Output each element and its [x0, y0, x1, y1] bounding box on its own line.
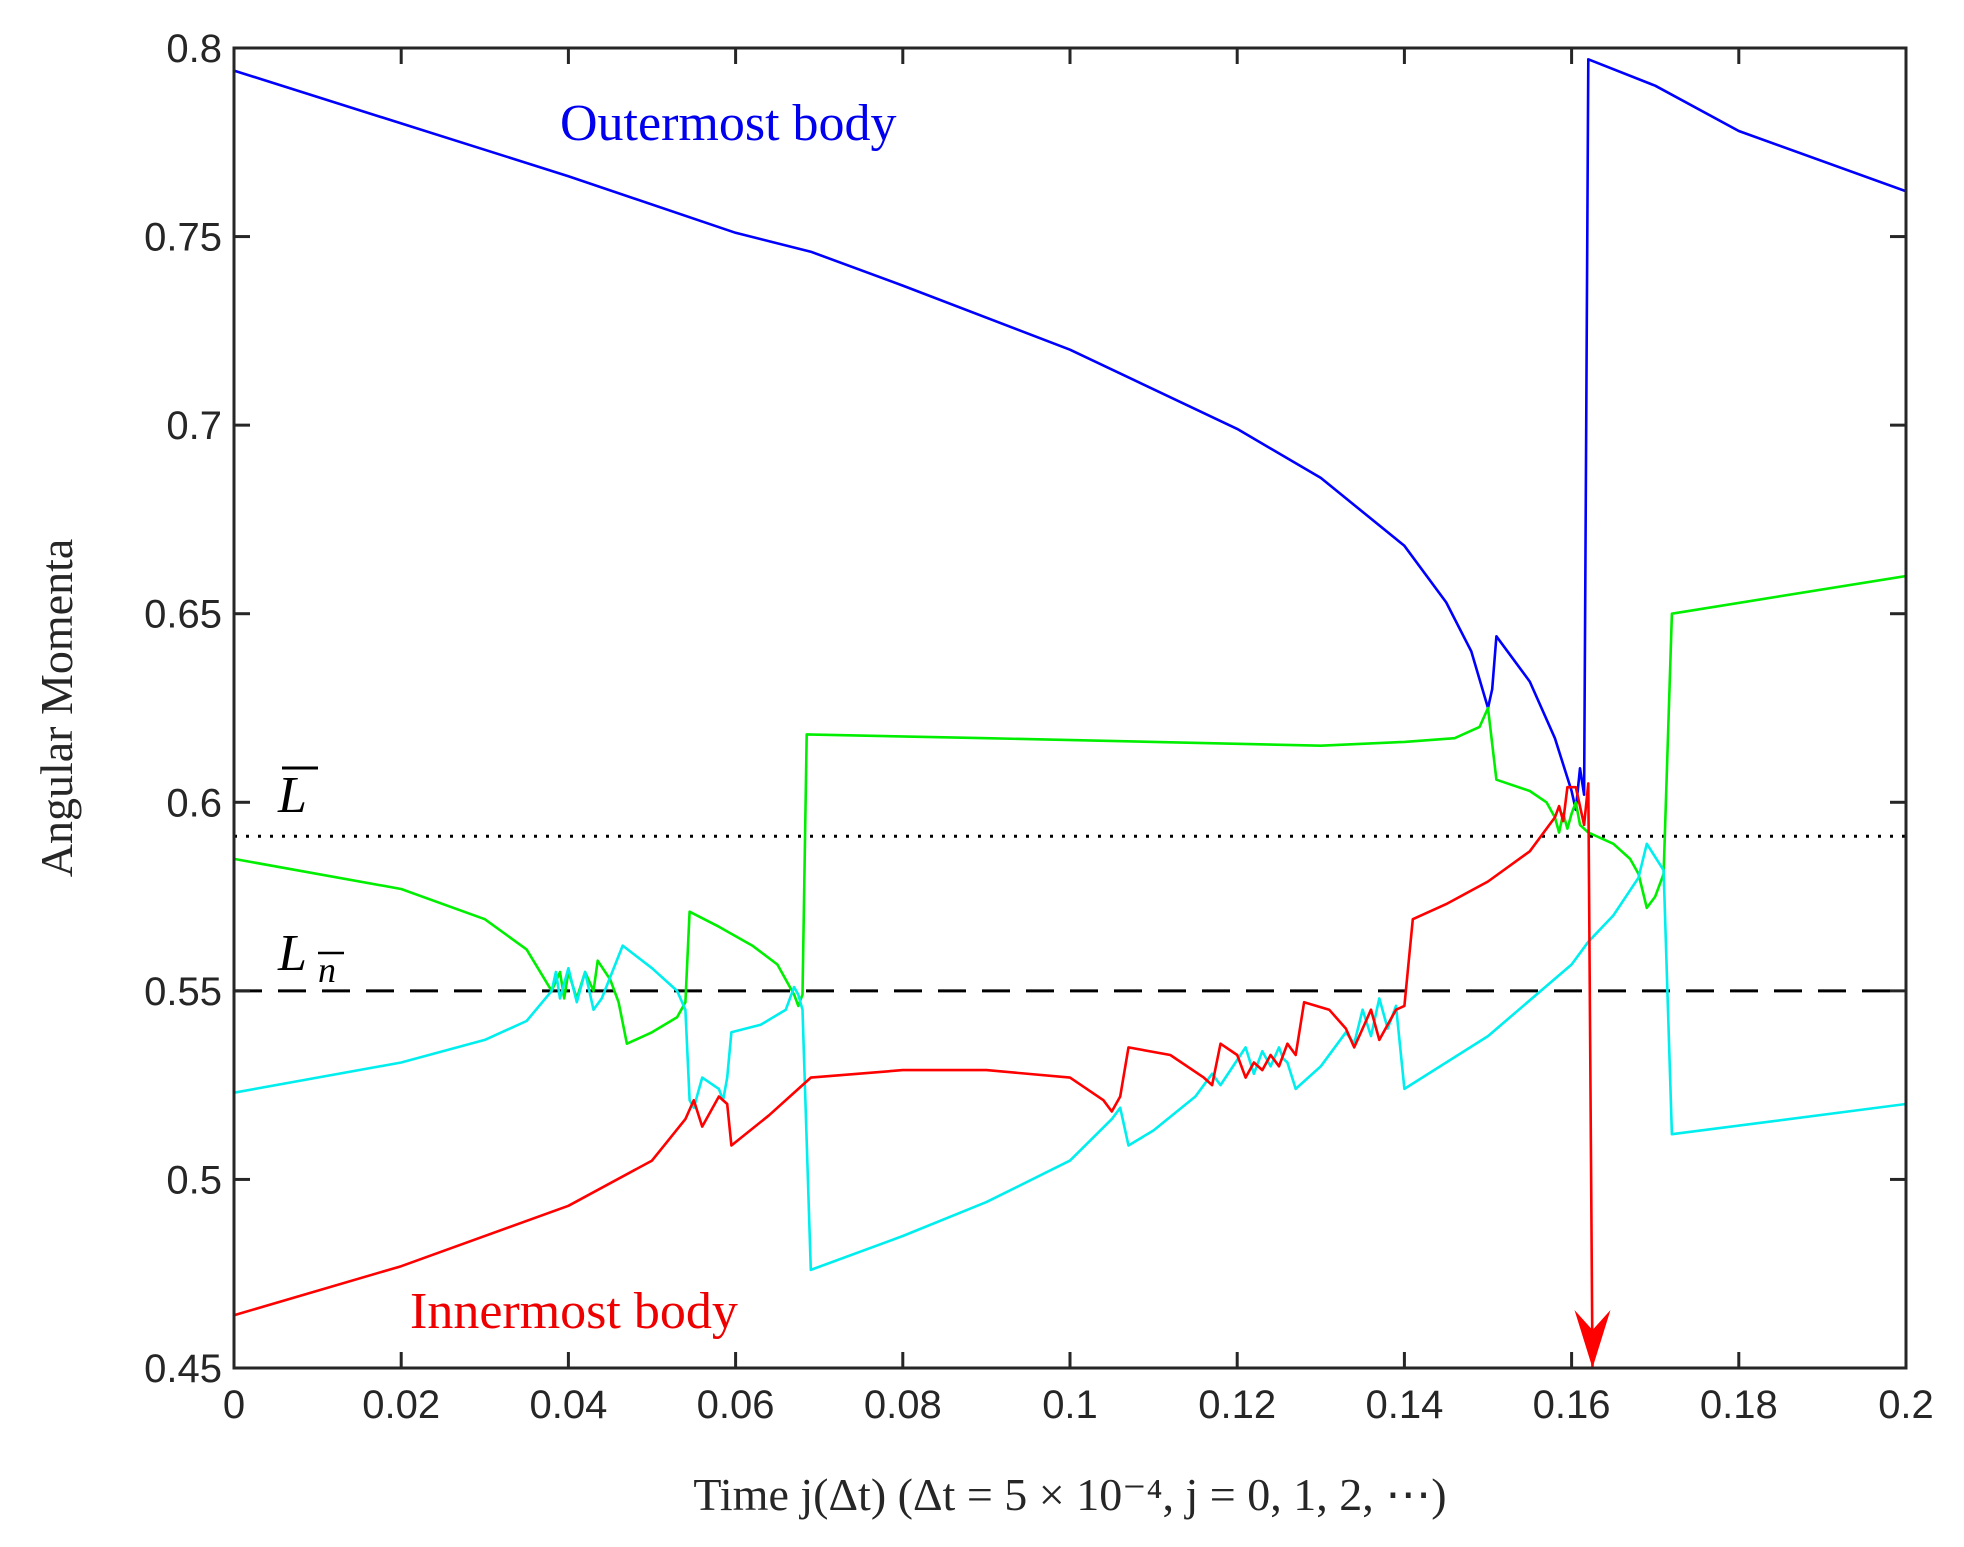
y-tick-label: 0.75 [144, 216, 222, 260]
svg-text:n: n [318, 950, 336, 990]
y-tick-label: 0.5 [166, 1158, 222, 1202]
svg-text:L: L [277, 925, 307, 982]
y-tick-label: 0.45 [144, 1347, 222, 1391]
y-tick-label: 0.8 [166, 27, 222, 71]
x-tick-label: 0.16 [1533, 1383, 1611, 1427]
svg-text:L: L [277, 767, 307, 824]
x-tick-label: 0.02 [362, 1383, 440, 1427]
x-tick-label: 0.2 [1878, 1383, 1934, 1427]
label-L-nbar: L n [277, 925, 344, 990]
series-line-outermost-body [233, 57, 1907, 812]
y-axis-label: Angular Momenta [31, 539, 82, 878]
series-line-innermost-body [233, 782, 1594, 1369]
x-tick-label: 0 [223, 1383, 245, 1427]
x-tick-label: 0.04 [529, 1383, 607, 1427]
x-tick-label: 0.12 [1198, 1383, 1276, 1427]
x-tick-label: 0.14 [1365, 1383, 1443, 1427]
annotation-outermost: Outermost body [560, 95, 897, 152]
annotation-innermost: Innermost body [410, 1283, 738, 1340]
innermost-arrow [1574, 1310, 1611, 1368]
y-tick-label: 0.7 [166, 404, 222, 448]
x-tick-label: 0.1 [1042, 1383, 1098, 1427]
y-tick-label: 0.6 [166, 781, 222, 825]
y-tick-label: 0.55 [144, 970, 222, 1014]
label-L-bar: L [277, 766, 318, 824]
axis-ticks: 0 0.02 0.04 0.06 0.08 0.1 0.12 0.14 0.16 0.18 0.2 0… [144, 27, 1934, 1427]
arrow-head [1574, 1310, 1611, 1368]
y-tick-label: 0.65 [144, 593, 222, 637]
x-axis-label: Time j(Δt) (Δt = 5 × 10⁻⁴, j = 0, 1, 2, … [693, 1469, 1446, 1520]
x-tick-label: 0.18 [1700, 1383, 1778, 1427]
x-tick-label: 0.08 [864, 1383, 942, 1427]
reference-lines [234, 834, 1906, 993]
x-tick-label: 0.06 [697, 1383, 775, 1427]
series-line-body-2 [233, 574, 1907, 1045]
series-lines [233, 57, 1907, 1369]
series-line-body-3 [233, 842, 1907, 1272]
plot-frame [232, 46, 1908, 1370]
